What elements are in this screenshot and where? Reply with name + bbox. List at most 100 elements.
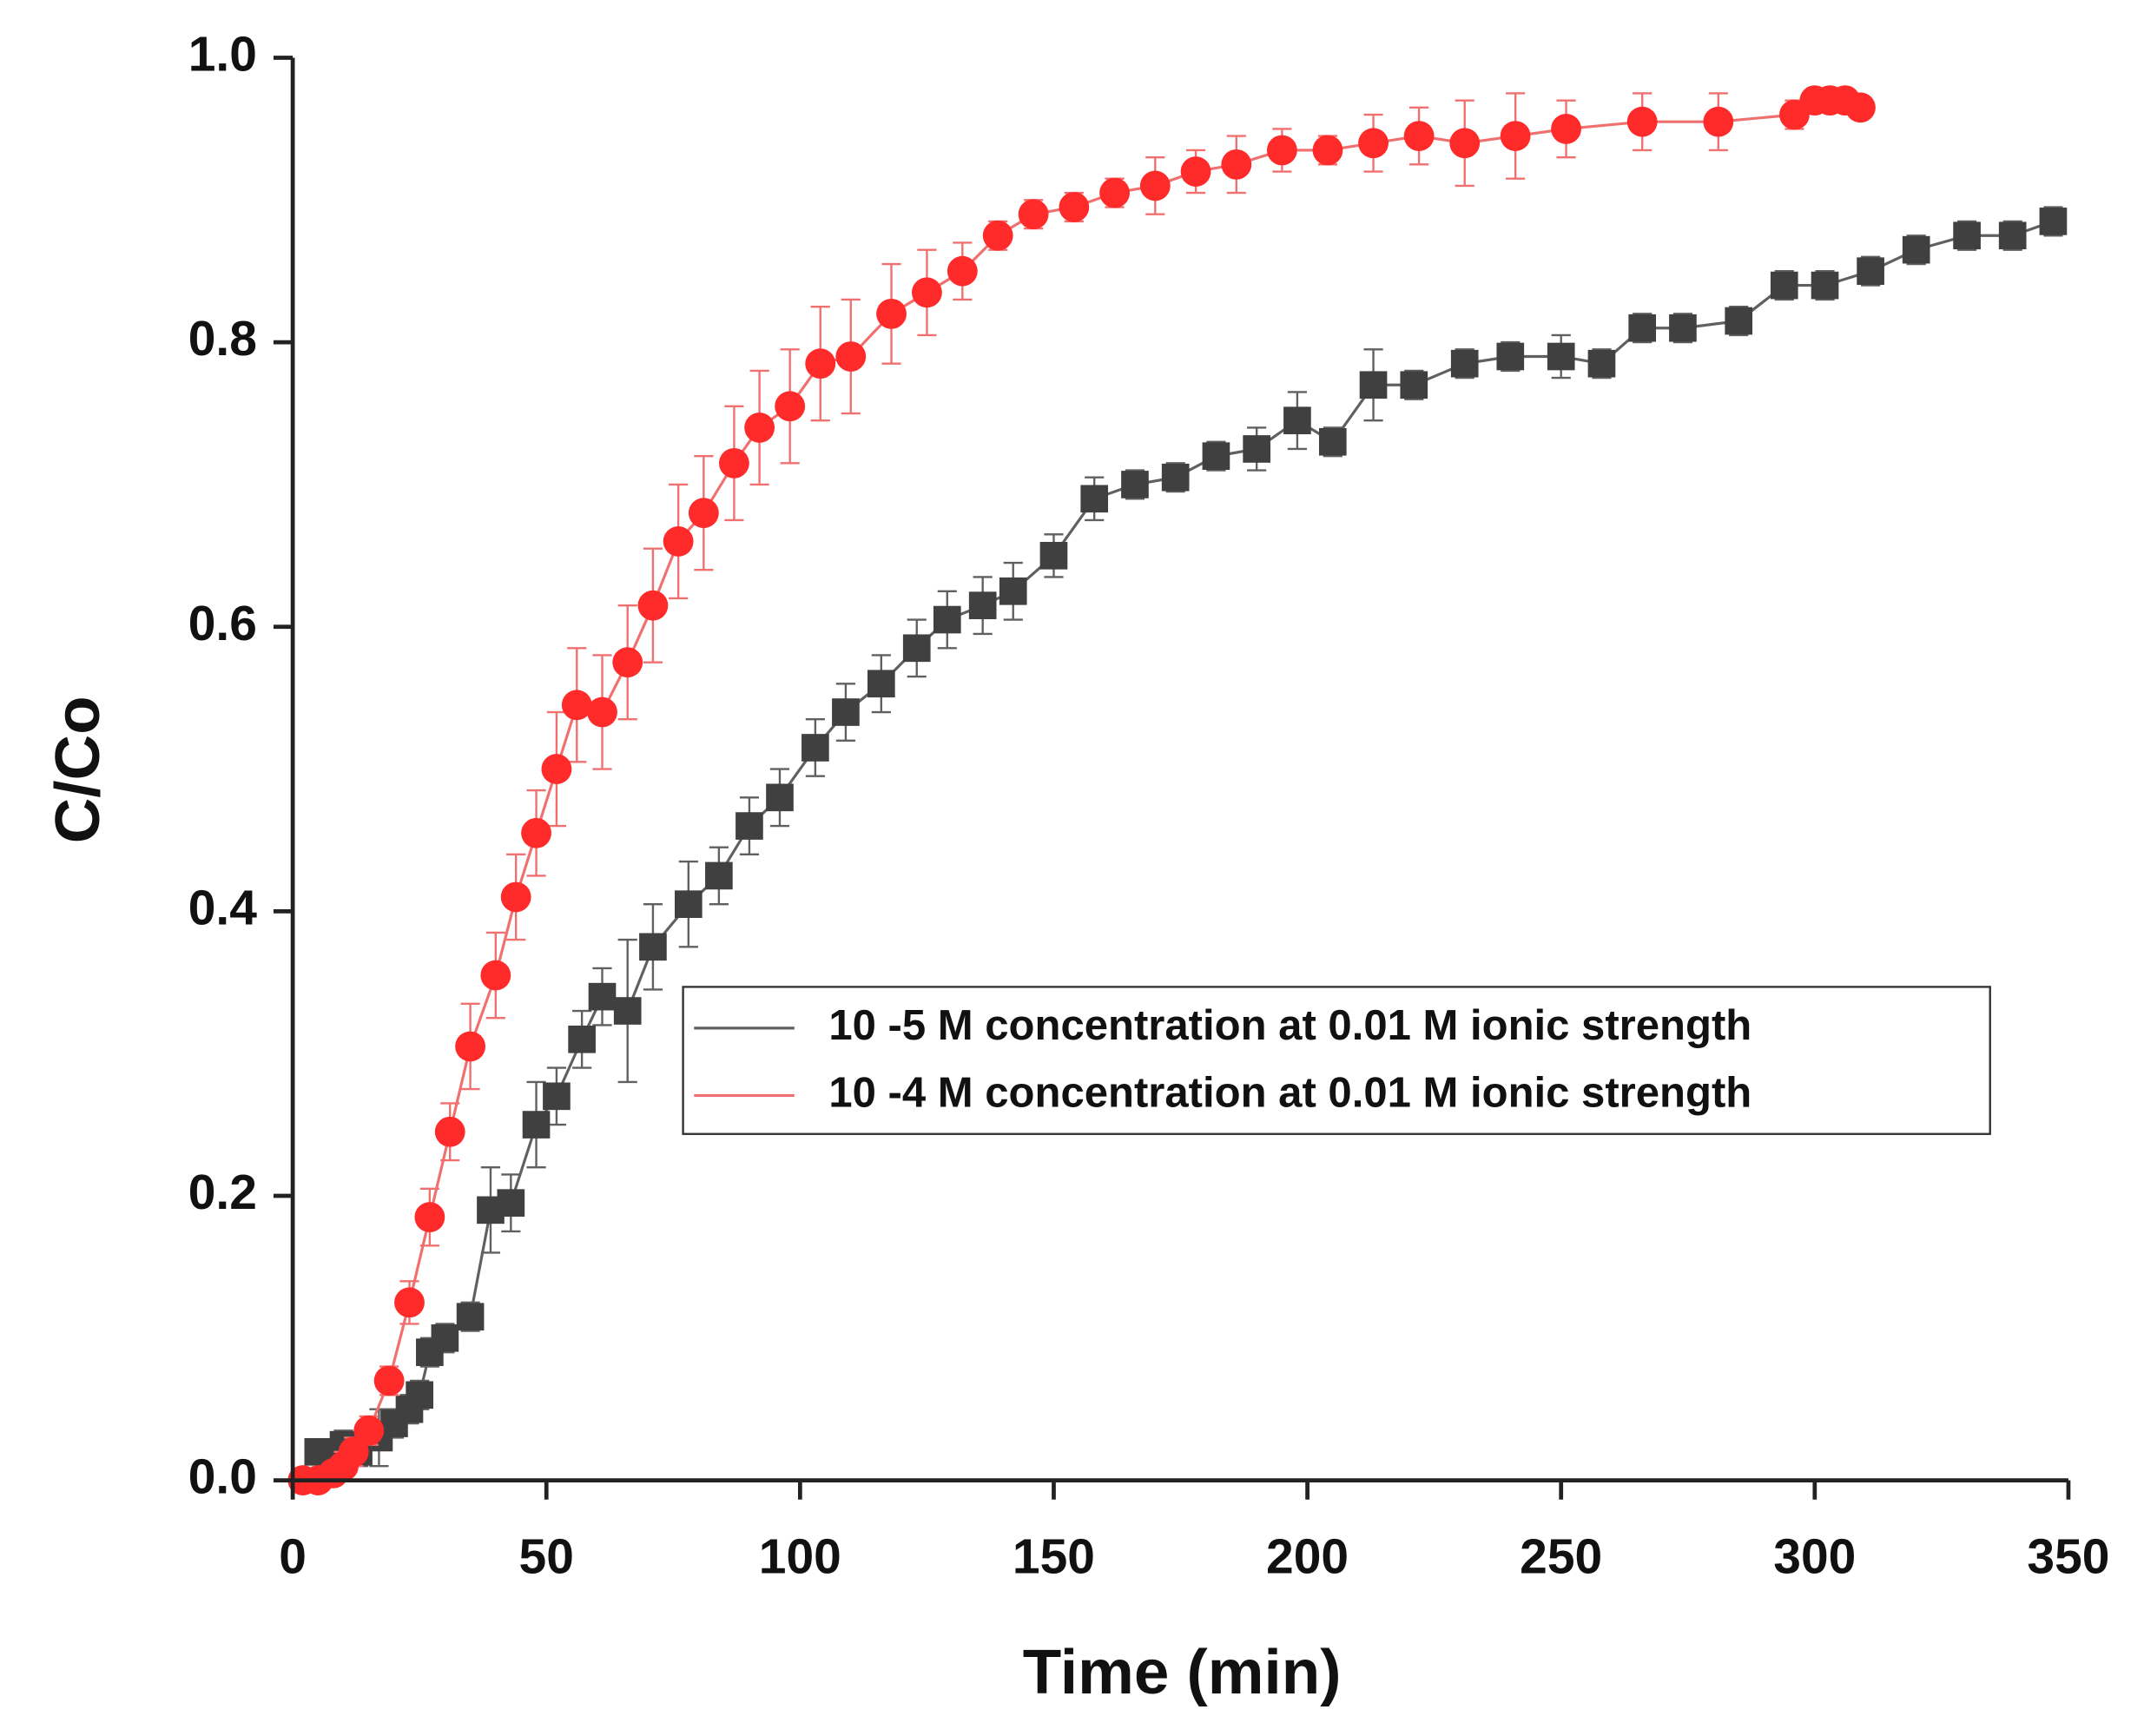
y-axis-label: C/Co [43, 696, 113, 843]
data-point [2039, 208, 2068, 235]
data-point [431, 1323, 459, 1352]
data-point [663, 526, 694, 557]
data-point [373, 1365, 405, 1396]
data-point [1318, 427, 1347, 456]
data-point [982, 220, 1013, 251]
data-point [394, 1287, 425, 1318]
data-point [902, 634, 931, 663]
y-tick-label: 0.4 [188, 880, 258, 935]
data-point [1403, 121, 1435, 152]
data-point [1547, 342, 1575, 371]
legend-box [682, 986, 1991, 1135]
plot-area [287, 85, 2068, 1495]
data-point [1018, 199, 1049, 230]
data-point [1450, 349, 1479, 378]
data-point [1221, 149, 1252, 180]
data-point [805, 348, 836, 380]
data-point [1587, 349, 1616, 378]
x-tick-label: 100 [759, 1528, 841, 1584]
data-point [1080, 485, 1109, 513]
data-point [688, 498, 719, 529]
data-point [1283, 406, 1311, 435]
data-point [968, 591, 997, 619]
data-point [1551, 113, 1581, 144]
data-point [775, 391, 806, 422]
data-point [1400, 371, 1428, 399]
legend-label: 10 -4 M concentration at 0.01 M ionic st… [828, 1069, 1751, 1116]
data-point [1449, 128, 1481, 159]
data-point [832, 698, 860, 726]
y-tick-label: 0.0 [188, 1449, 257, 1505]
data-point [1770, 271, 1798, 300]
data-point [480, 960, 511, 991]
data-point [1312, 135, 1343, 166]
data-point [1139, 170, 1171, 201]
data-point [1039, 542, 1068, 570]
data-point [876, 298, 907, 329]
data-point [835, 341, 867, 372]
data-point [867, 670, 895, 698]
y-tick-label: 0.2 [188, 1165, 257, 1220]
data-point [522, 1111, 551, 1139]
data-point [1243, 435, 1270, 463]
data-point [561, 690, 592, 721]
y-tick-label: 0.8 [188, 311, 257, 366]
data-point [736, 812, 763, 840]
x-tick-label: 50 [519, 1528, 574, 1584]
data-point [1902, 235, 1930, 264]
data-point [1202, 442, 1230, 470]
data-point [500, 881, 531, 913]
data-point [353, 1415, 385, 1446]
data-point [455, 1031, 486, 1062]
data-point [1500, 121, 1531, 152]
data-point [456, 1303, 485, 1331]
data-point [1998, 221, 2027, 250]
data-point [1628, 314, 1657, 342]
data-point [406, 1381, 434, 1409]
data-point [1266, 135, 1297, 166]
y-tick-label: 0.6 [188, 596, 257, 651]
data-point [1857, 257, 1884, 286]
data-point [1703, 106, 1734, 137]
data-point [933, 605, 961, 634]
data-point [1121, 471, 1149, 498]
x-tick-label: 350 [2027, 1528, 2109, 1584]
data-point [613, 997, 642, 1025]
data-point [1811, 271, 1839, 300]
data-point [1845, 92, 1876, 123]
x-tick-label: 0 [279, 1528, 307, 1584]
data-point [674, 890, 703, 918]
data-point [1953, 221, 1981, 250]
data-point [414, 1202, 445, 1232]
data-point [612, 647, 643, 678]
y-tick-label: 1.0 [188, 27, 257, 83]
x-axis-label: Time (min) [1023, 1637, 1342, 1707]
x-tick-label: 300 [1773, 1528, 1856, 1584]
data-point [587, 696, 617, 728]
data-point [999, 577, 1027, 605]
legend-label: 10 -5 M concentration at 0.01 M ionic st… [828, 1002, 1751, 1049]
data-point [338, 1436, 369, 1468]
data-point [434, 1116, 465, 1147]
data-point [588, 982, 617, 1011]
data-point [947, 255, 978, 287]
data-point [705, 861, 733, 890]
data-point [1059, 192, 1090, 222]
data-point [744, 412, 775, 443]
x-tick-label: 250 [1520, 1528, 1602, 1584]
data-point [521, 817, 551, 848]
data-point [1180, 156, 1211, 187]
data-point [766, 783, 794, 812]
data-point [637, 590, 669, 621]
data-point [1496, 342, 1525, 371]
data-point [568, 1025, 596, 1053]
data-point [718, 447, 749, 479]
x-tick-label: 200 [1266, 1528, 1349, 1584]
data-point [541, 754, 572, 784]
data-point [497, 1189, 525, 1217]
data-point [1358, 128, 1389, 159]
data-point [1725, 307, 1753, 335]
data-point [802, 734, 829, 762]
data-point [1161, 463, 1190, 492]
